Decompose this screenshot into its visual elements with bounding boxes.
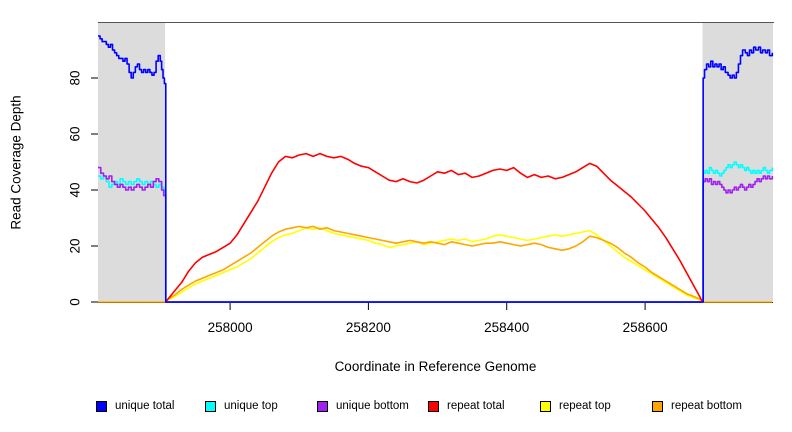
legend-item-repeat-total: repeat total	[428, 400, 505, 413]
legend-label: unique total	[115, 400, 175, 412]
series-line-repeat-total	[165, 152, 704, 303]
y-axis-title: Read Coverage Depth	[8, 95, 24, 230]
series-line-unique-bottom	[98, 166, 774, 303]
legend-swatch-icon	[428, 401, 439, 412]
series-line-repeat-bottom	[98, 225, 773, 303]
y-tick-label: 0	[68, 298, 83, 306]
legend-label: unique top	[224, 400, 278, 412]
legend-item-repeat-top: repeat top	[540, 400, 611, 413]
y-tick-label: 60	[68, 126, 83, 141]
legend-label: repeat top	[559, 400, 611, 412]
legend-swatch-icon	[96, 401, 107, 412]
x-tick-label: 258000	[208, 320, 253, 335]
legend-label: unique bottom	[336, 400, 409, 412]
y-tick-label: 80	[68, 70, 83, 85]
series-line-unique-top	[98, 161, 774, 303]
shaded-unique-region	[98, 22, 166, 301]
x-axis-title: Coordinate in Reference Genome	[334, 359, 537, 374]
x-tick-label: 258200	[346, 320, 391, 335]
legend-swatch-icon	[205, 401, 216, 412]
y-tick-label: 20	[68, 238, 83, 253]
legend-item-unique-top: unique top	[205, 400, 278, 413]
legend-item-unique-total: unique total	[96, 400, 174, 413]
x-tick-label: 258400	[484, 320, 529, 335]
legend-item-repeat-bottom: repeat bottom	[652, 400, 742, 413]
series-line-repeat-top	[165, 227, 703, 303]
legend-label: repeat total	[447, 400, 505, 412]
y-tick-label: 40	[68, 182, 83, 197]
legend-swatch-icon	[652, 401, 663, 412]
legend-swatch-icon	[540, 401, 551, 412]
series-line-unique-total	[98, 35, 774, 303]
legend-swatch-icon	[317, 401, 328, 412]
legend-item-unique-bottom: unique bottom	[317, 400, 409, 413]
legend-label: repeat bottom	[671, 400, 742, 412]
x-tick-label: 258600	[623, 320, 668, 335]
